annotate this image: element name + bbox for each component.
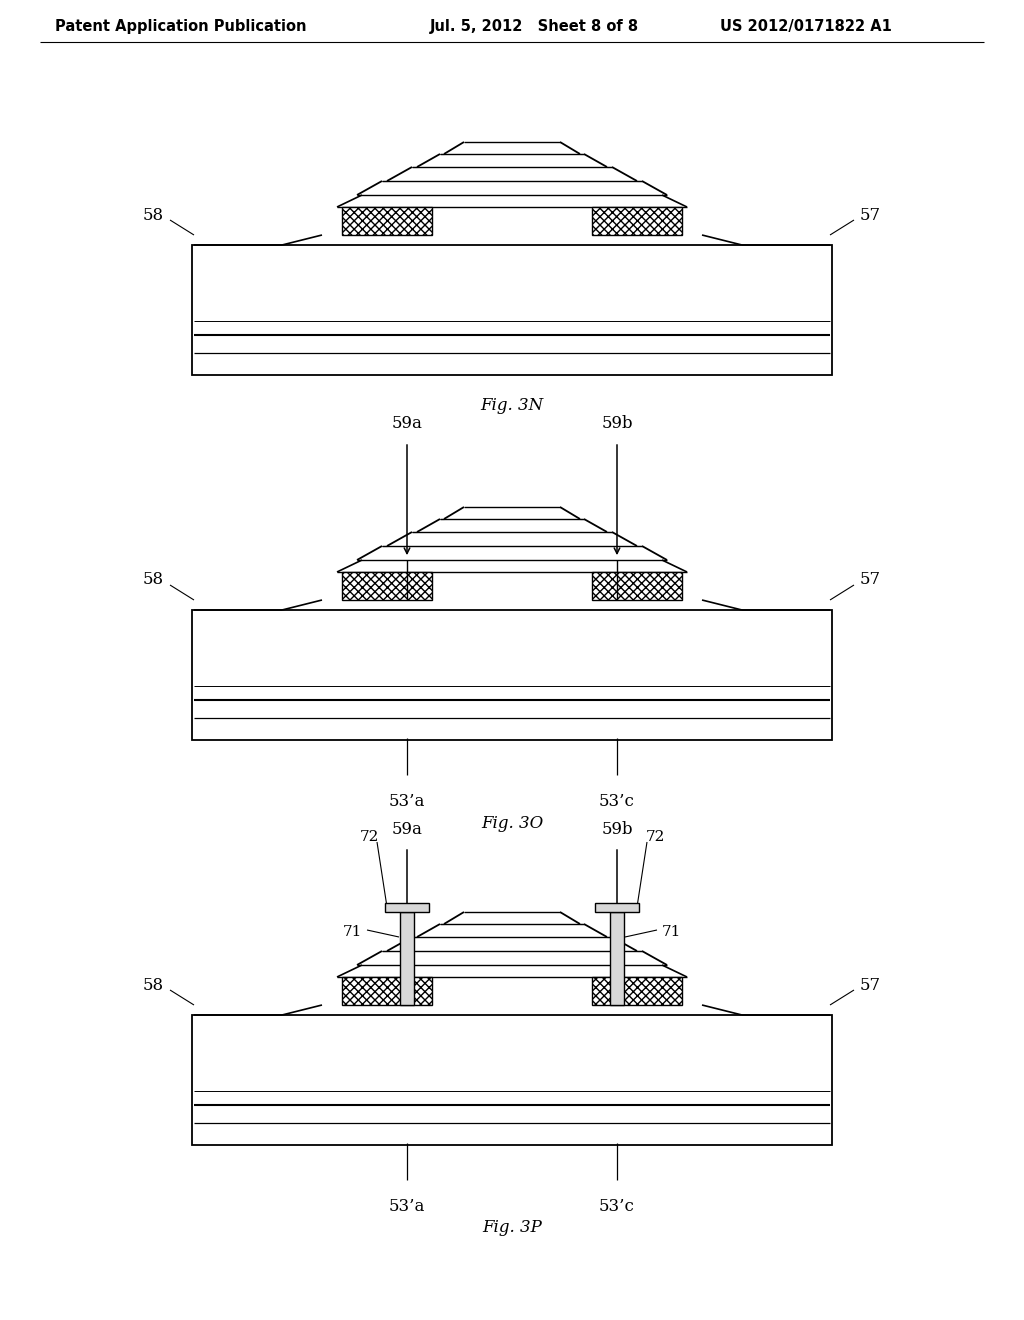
Bar [592, 207, 682, 235]
Text: 53’c: 53’c [599, 793, 635, 810]
Text: 57: 57 [860, 572, 881, 589]
Bar [342, 572, 432, 601]
Text: Fig. 3N: Fig. 3N [480, 396, 544, 413]
Text: 58: 58 [143, 977, 164, 994]
Text: 72: 72 [645, 830, 665, 843]
Text: 53’c: 53’c [599, 1199, 635, 1214]
Bar [592, 977, 682, 1005]
Text: 59a: 59a [391, 416, 423, 433]
Bar [595, 903, 639, 912]
Text: Fig. 3O: Fig. 3O [481, 814, 543, 832]
Text: 71: 71 [343, 925, 362, 939]
Text: 53’a: 53’a [389, 1199, 425, 1214]
Text: 58: 58 [143, 572, 164, 589]
Bar [400, 912, 414, 1005]
Bar [385, 903, 429, 912]
Text: 57: 57 [860, 206, 881, 223]
Text: 71: 71 [662, 925, 681, 939]
Bar [342, 977, 432, 1005]
Text: 59b: 59b [601, 416, 633, 433]
Text: 59a: 59a [391, 821, 423, 837]
Polygon shape [193, 246, 831, 375]
Text: 58: 58 [143, 206, 164, 223]
Polygon shape [193, 1015, 831, 1144]
Text: 57: 57 [860, 977, 881, 994]
Bar [342, 207, 432, 235]
Polygon shape [193, 610, 831, 741]
Text: 59b: 59b [601, 821, 633, 837]
Text: 53’a: 53’a [389, 793, 425, 810]
Bar [610, 912, 624, 1005]
Text: Patent Application Publication: Patent Application Publication [55, 20, 306, 34]
Text: Fig. 3P: Fig. 3P [482, 1220, 542, 1237]
Text: US 2012/0171822 A1: US 2012/0171822 A1 [720, 20, 892, 34]
Text: Jul. 5, 2012   Sheet 8 of 8: Jul. 5, 2012 Sheet 8 of 8 [430, 20, 639, 34]
Bar [592, 572, 682, 601]
Text: 72: 72 [359, 830, 379, 843]
